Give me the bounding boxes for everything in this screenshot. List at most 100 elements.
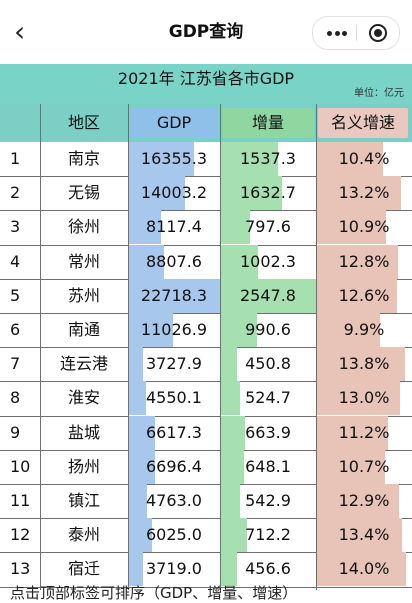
gdp-cell: 6696.4: [128, 449, 220, 484]
growth-cell: 11.2%: [316, 415, 412, 450]
chevron-left-icon[interactable]: ‹: [14, 15, 26, 48]
gdp-bar: [128, 381, 147, 416]
row-index: 1: [10, 149, 21, 168]
row-index: 8: [10, 388, 21, 408]
region-name: 徐州: [67, 217, 100, 237]
increase-value: 990.6: [245, 320, 291, 339]
growth-value: 12.8%: [338, 251, 390, 271]
more-dots-icon[interactable]: [327, 31, 347, 36]
gdp-bar: [128, 244, 164, 279]
region-name: 南京: [67, 149, 100, 168]
growth-value: 10.7%: [338, 456, 390, 476]
increase-cell: 797.6: [220, 210, 316, 245]
increase-bar: [220, 244, 258, 279]
region-name: 常州: [67, 251, 100, 271]
increase-value: 1002.3: [240, 251, 296, 271]
growth-bar: [316, 552, 406, 587]
table-row: 8 淮安 4550.1 524.7 13.0%: [0, 381, 412, 417]
gdp-value: 8807.6: [146, 251, 202, 271]
column-divider: [220, 104, 221, 590]
growth-bar: [316, 244, 399, 279]
gdp-value: 6617.3: [146, 422, 202, 442]
table-row: 10 扬州 6696.4 648.1 10.7%: [0, 449, 412, 485]
region-name: 南通: [67, 320, 100, 339]
growth-value: 13.2%: [338, 183, 390, 203]
growth-value: 12.9%: [338, 491, 390, 510]
growth-bar: [316, 518, 403, 553]
growth-cell: 13.0%: [316, 381, 412, 416]
table-header: 地区 GDP 增量 名义增速: [0, 104, 412, 142]
table-row: 11 镇江 4763.0 542.9 12.9%: [0, 484, 412, 520]
gdp-value: 11026.9: [140, 320, 208, 339]
growth-value: 10.9%: [338, 217, 390, 237]
gdp-value: 3719.0: [146, 559, 202, 579]
increase-bar: [220, 518, 247, 553]
gdp-bar: [128, 449, 156, 484]
growth-value: 11.2%: [338, 422, 390, 442]
table-row: 4 常州 8807.6 1002.3 12.8%: [0, 244, 412, 280]
header-increase[interactable]: 增量: [222, 108, 314, 138]
region-name: 连云港: [59, 354, 108, 374]
column-divider: [40, 104, 41, 590]
increase-cell: 524.7: [220, 381, 316, 416]
increase-value: 524.7: [245, 388, 291, 408]
growth-cell: 13.2%: [316, 176, 412, 211]
growth-cell: 14.0%: [316, 552, 412, 587]
increase-cell: 450.8: [220, 347, 316, 382]
table-row: 6 南通 11026.9 990.6 9.9%: [0, 313, 412, 349]
increase-cell: 1632.7: [220, 176, 316, 211]
gdp-value: 14003.2: [140, 183, 208, 203]
region-name: 泰州: [67, 525, 100, 545]
increase-bar: [220, 381, 240, 416]
increase-value: 663.9: [245, 422, 291, 442]
increase-value: 797.6: [245, 217, 291, 237]
growth-bar: [316, 415, 388, 450]
gdp-value: 8117.4: [146, 217, 202, 237]
gdp-cell: 8117.4: [128, 210, 220, 245]
gdp-cell: 22718.3: [128, 278, 220, 313]
growth-value: 14.0%: [338, 559, 390, 579]
increase-value: 542.9: [245, 491, 291, 510]
gdp-value: 6025.0: [146, 525, 202, 545]
gdp-value: 16355.3: [140, 149, 208, 168]
gdp-bar: [128, 278, 220, 313]
unit-label: 单位：亿元: [354, 88, 404, 99]
growth-cell: 13.4%: [316, 518, 412, 553]
region-name: 淮安: [67, 388, 100, 408]
increase-cell: 663.9: [220, 415, 316, 450]
gdp-cell: 3719.0: [128, 552, 220, 587]
gdp-bar: [128, 347, 144, 382]
increase-cell: 648.1: [220, 449, 316, 484]
gdp-value: 4550.1: [146, 388, 202, 408]
gdp-cell: 6025.0: [128, 518, 220, 553]
increase-bar: [220, 142, 278, 176]
increase-cell: 1537.3: [220, 142, 316, 176]
row-index: 9: [10, 422, 21, 442]
target-icon[interactable]: [369, 24, 387, 42]
growth-cell: 10.7%: [316, 449, 412, 484]
gdp-bar: [128, 415, 155, 450]
table-title-bar: 2021年 江苏省各市GDP 单位：亿元: [0, 64, 412, 104]
table-row: 12 泰州 6025.0 712.2 13.4%: [0, 518, 412, 554]
growth-bar: [316, 176, 401, 211]
page-title: GDP查询: [168, 22, 244, 42]
growth-value: 12.6%: [338, 285, 390, 305]
increase-bar: [220, 313, 258, 347]
gdp-cell: 6617.3: [128, 415, 220, 450]
growth-cell: 9.9%: [316, 313, 412, 347]
gdp-bar: [128, 176, 185, 211]
header-gdp[interactable]: GDP: [130, 108, 218, 138]
header-growth[interactable]: 名义增速: [318, 108, 408, 138]
gdp-cell: 8807.6: [128, 244, 220, 279]
table-row: 3 徐州 8117.4 797.6 10.9%: [0, 210, 412, 246]
increase-bar: [220, 449, 245, 484]
increase-value: 2547.8: [240, 285, 296, 305]
increase-value: 456.6: [245, 559, 291, 579]
growth-bar: [316, 347, 405, 382]
gdp-bar: [128, 313, 173, 347]
growth-value: 13.0%: [338, 388, 390, 408]
increase-cell: 456.6: [220, 552, 316, 587]
growth-bar: [316, 313, 380, 347]
increase-cell: 1002.3: [220, 244, 316, 279]
mini-program-capsule: [312, 16, 400, 50]
